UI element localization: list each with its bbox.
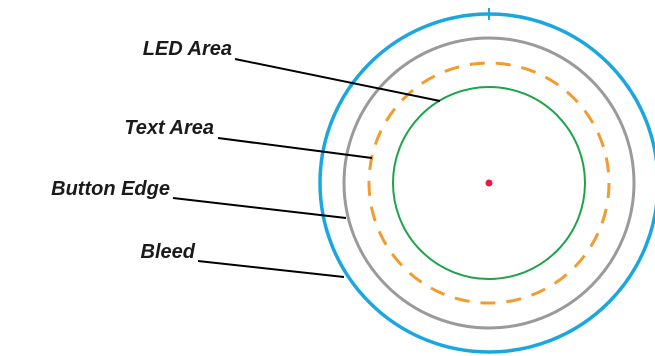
- text-area-leader-line: [217, 137, 373, 159]
- bleed-leader-line: [197, 260, 345, 278]
- text-area-label: Text Area: [124, 117, 214, 139]
- led-area-circle: [392, 86, 586, 280]
- button-edge-circle: [342, 36, 636, 330]
- button-edge-label: Button Edge: [51, 178, 170, 200]
- bleed-label: Bleed: [141, 241, 196, 263]
- button-edge-leader-line: [172, 197, 347, 219]
- center-dot: [485, 179, 493, 187]
- text-area-circle: [367, 61, 611, 305]
- led-area-label: LED Area: [143, 38, 232, 60]
- led-area-leader-line: [234, 58, 441, 102]
